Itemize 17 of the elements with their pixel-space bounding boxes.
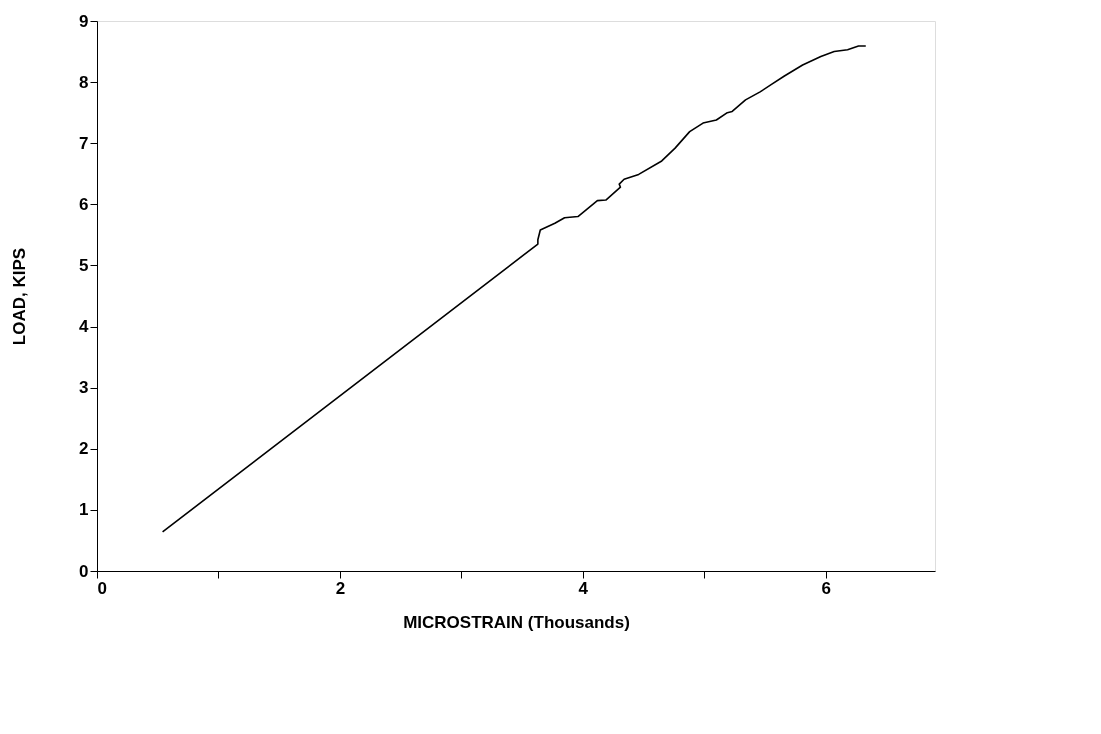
- y-tick-label: 6: [79, 194, 89, 214]
- y-tick-label: 4: [79, 317, 90, 337]
- y-tick-label: 3: [79, 378, 89, 398]
- y-tick-label: 9: [79, 11, 89, 31]
- y-tick-label: 8: [79, 72, 89, 92]
- y-axis-title: LOAD, KIPS: [10, 247, 30, 346]
- x-tick-label: 4: [578, 578, 589, 598]
- x-axis-title: MICROSTRAIN (Thousands): [403, 612, 630, 632]
- y-tick-label: 2: [79, 439, 89, 459]
- y-tick-label: 5: [79, 255, 89, 275]
- y-tick-label: 0: [79, 561, 89, 581]
- x-tick-label: 2: [335, 578, 346, 598]
- x-tick-label: 6: [821, 578, 831, 598]
- y-tick-label: 1: [79, 500, 89, 520]
- y-tick-label: 7: [79, 133, 89, 153]
- x-tick-label: 0: [97, 578, 107, 598]
- line-series: [161, 45, 867, 533]
